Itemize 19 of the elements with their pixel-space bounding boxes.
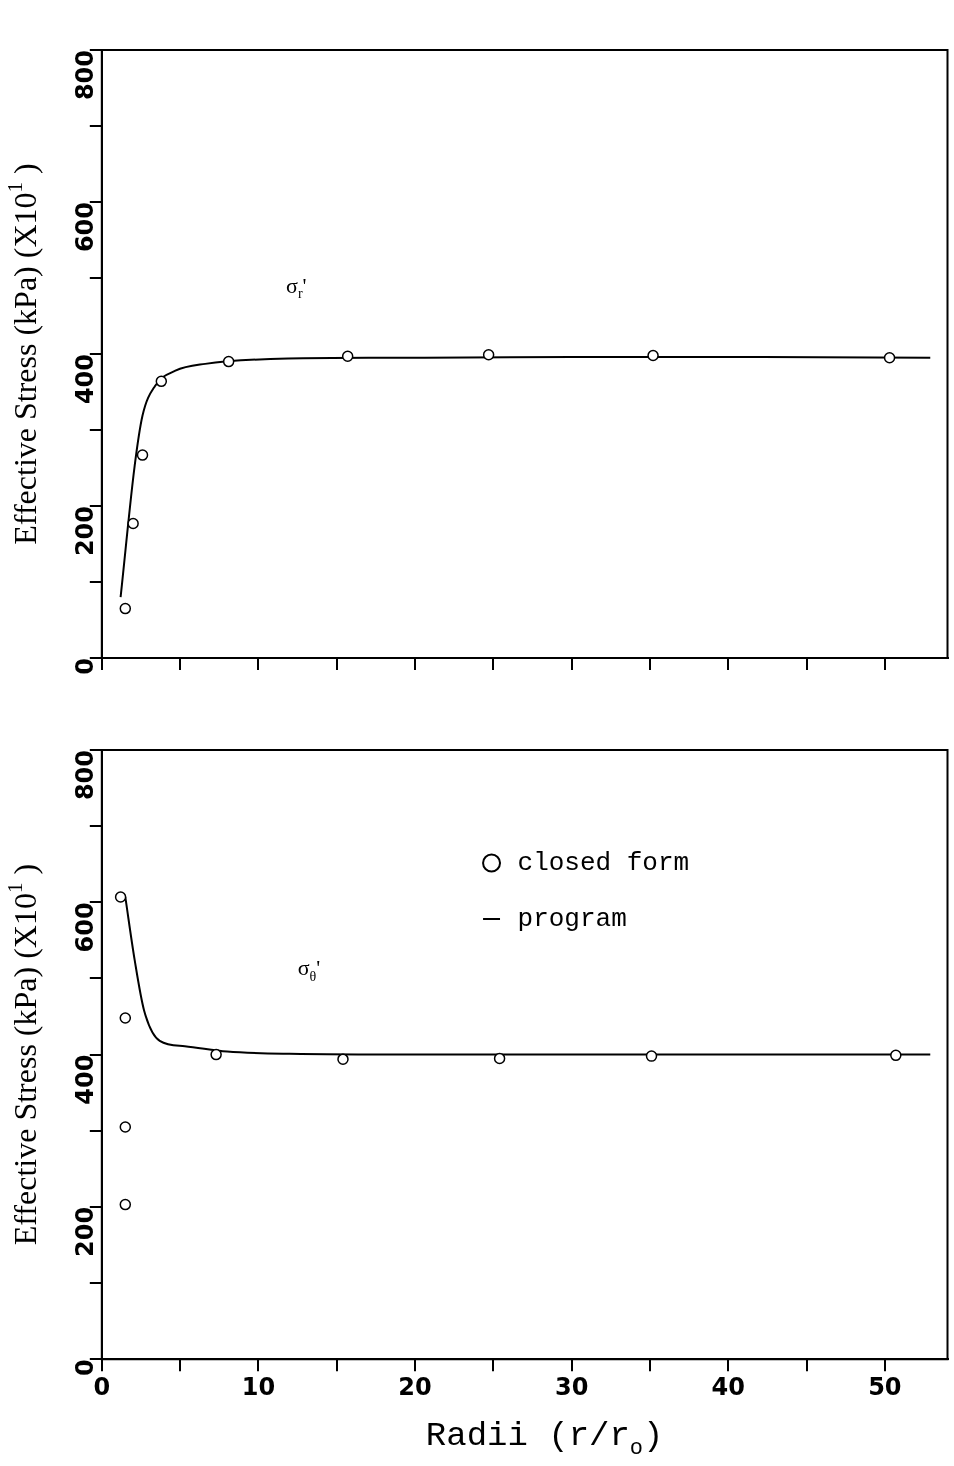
y-tick-label: 200 bbox=[71, 506, 100, 557]
y-tick-label: 0 bbox=[71, 1359, 100, 1376]
y-tick-label: 800 bbox=[71, 50, 100, 101]
y-tick-label: 400 bbox=[71, 354, 100, 405]
legend-label: program bbox=[517, 903, 627, 934]
y-tick-label: 0 bbox=[71, 658, 100, 675]
x-tick-label: 40 bbox=[711, 1372, 745, 1401]
y-tick-label: 400 bbox=[71, 1054, 100, 1105]
y-axis-title: Effective Stress (kPa) (X101 ) bbox=[3, 163, 44, 545]
y-axis-title: Effective Stress (kPa) (X101 ) bbox=[3, 863, 44, 1246]
y-tick-label: 200 bbox=[71, 1206, 100, 1258]
x-tick-label: 20 bbox=[398, 1372, 432, 1401]
y-tick-label: 800 bbox=[71, 750, 100, 801]
x-tick-label: 10 bbox=[241, 1372, 276, 1401]
x-tick-label: 30 bbox=[554, 1372, 589, 1401]
legend-label: closed form bbox=[517, 847, 690, 878]
y-tick-label: 600 bbox=[71, 202, 100, 253]
y-tick-label: 600 bbox=[71, 902, 100, 953]
x-tick-label: 50 bbox=[868, 1372, 902, 1401]
